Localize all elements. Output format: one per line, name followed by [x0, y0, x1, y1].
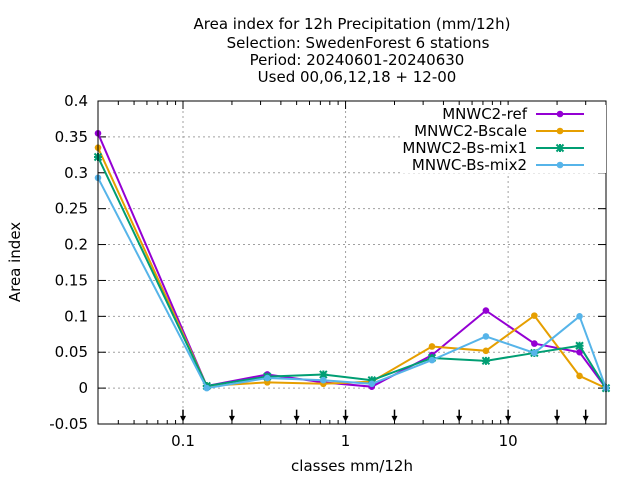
class-limit-arrowhead	[293, 415, 300, 422]
grid	[98, 101, 606, 424]
title-line-3: Period: 20240601-20240630	[250, 51, 465, 69]
y-tick-label: 0.25	[55, 200, 88, 218]
data-point	[531, 312, 538, 319]
legend-bg	[400, 156, 606, 173]
plot-border	[97, 100, 607, 425]
data-point	[368, 380, 376, 388]
data-point	[319, 370, 328, 379]
series-line-3	[97, 177, 607, 390]
data-point	[367, 376, 377, 385]
legend-label-1: MNWC2-Bscale	[414, 122, 527, 140]
x-tick-label: 0.1	[171, 432, 195, 450]
x-tick-label: 1	[341, 432, 351, 450]
data-point	[531, 340, 538, 347]
axis-ticks: -0.05 0 0.05 0.1 0.15 0.2 0.25 0.3 0.35 0.4 0.1 1 10	[49, 92, 607, 450]
x-tick-label: 10	[499, 432, 518, 450]
data-point	[263, 374, 271, 382]
title-line-4: Used 00,06,12,18 + 12-00	[258, 68, 457, 86]
class-limit-arrowhead	[505, 415, 512, 422]
chart-title: Area index for 12h Precipitation (mm/12h…	[194, 15, 511, 86]
legend-bg	[400, 139, 606, 156]
class-limit-arrowhead	[554, 415, 561, 422]
y-tick-label: 0.15	[55, 271, 88, 289]
y-tick-label: -0.05	[49, 415, 88, 433]
data-point	[482, 307, 490, 314]
data-point	[428, 356, 436, 364]
legend-marker-1	[556, 127, 564, 135]
class-limit-arrowhead	[456, 415, 463, 422]
data-point	[531, 349, 538, 357]
data-point	[428, 343, 436, 350]
data-point	[320, 376, 327, 384]
data-point	[482, 333, 490, 340]
class-limit-arrowhead	[391, 415, 398, 422]
data-point	[575, 341, 584, 350]
legend-marker-0	[556, 110, 564, 118]
data-point	[576, 348, 583, 356]
legend-label-2: MNWC2-Bs-mix1	[402, 139, 527, 157]
legend: MNWC2-refMNWC2-BscaleMNWC2-Bs-mix1MNWC-B…	[400, 105, 606, 174]
legend-label-3: MNWC-Bs-mix2	[412, 156, 527, 174]
x-axis-label: classes mm/12h	[291, 457, 413, 475]
series-line-2	[97, 156, 607, 389]
y-tick-label: 0.2	[64, 236, 88, 254]
y-tick-label: 0.4	[64, 92, 88, 110]
title-line-2: Selection: SwedenForest 6 stations	[227, 34, 490, 52]
series-line-0	[97, 132, 607, 389]
data-point	[482, 347, 490, 355]
y-tick-label: 0.35	[55, 128, 88, 146]
legend-marker-2	[555, 143, 565, 153]
y-tick-label: 0.3	[64, 164, 88, 182]
legend-bg	[400, 122, 606, 139]
series-lines	[93, 130, 611, 393]
data-point	[576, 313, 583, 320]
legend-marker-3	[556, 161, 564, 169]
class-limit-arrowhead	[582, 415, 589, 422]
y-tick-label: 0.1	[64, 307, 88, 325]
legend-label-0: MNWC2-ref	[442, 105, 527, 123]
class-limit-arrowhead	[228, 415, 235, 422]
y-axis-label: Area index	[6, 222, 24, 302]
legend-bg	[400, 105, 606, 122]
y-tick-label: 0	[78, 379, 88, 397]
y-tick-label: 0.05	[55, 343, 88, 361]
class-limit-arrowhead	[342, 415, 349, 422]
data-point	[481, 356, 491, 366]
class-limit-arrowhead	[180, 415, 187, 422]
data-point	[203, 384, 211, 392]
title-line-1: Area index for 12h Precipitation (mm/12h…	[194, 15, 511, 33]
series-line-1	[97, 147, 607, 390]
data-point	[576, 372, 583, 380]
